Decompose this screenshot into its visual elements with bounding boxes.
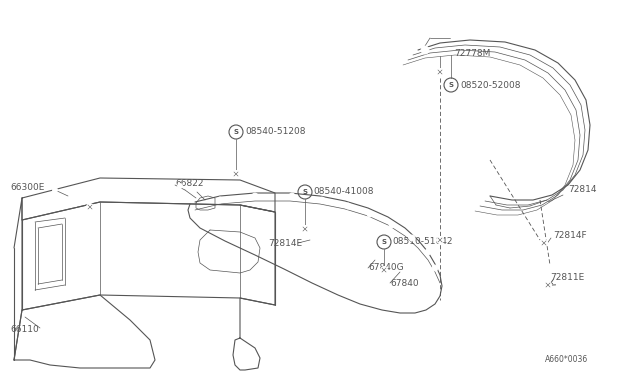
Text: 67840: 67840 <box>390 279 419 288</box>
Circle shape <box>217 197 223 203</box>
Circle shape <box>301 225 308 232</box>
Circle shape <box>232 170 239 177</box>
Text: 72814F: 72814F <box>553 231 587 240</box>
Text: 72814: 72814 <box>568 186 596 195</box>
Circle shape <box>345 203 351 209</box>
Text: A660*0036: A660*0036 <box>545 356 588 365</box>
Circle shape <box>72 202 77 206</box>
Text: S: S <box>449 82 454 88</box>
Circle shape <box>545 282 552 289</box>
Text: S: S <box>234 129 239 135</box>
Circle shape <box>381 266 387 273</box>
Circle shape <box>177 183 182 189</box>
Circle shape <box>52 187 58 192</box>
Circle shape <box>367 211 373 217</box>
Text: 08540-51208: 08540-51208 <box>245 128 305 137</box>
Circle shape <box>432 265 438 271</box>
Text: 72811E: 72811E <box>550 273 584 282</box>
Circle shape <box>389 222 395 228</box>
Text: 66822: 66822 <box>175 180 204 189</box>
Circle shape <box>541 240 547 247</box>
Text: 08520-52008: 08520-52008 <box>460 80 520 90</box>
Circle shape <box>409 235 415 241</box>
Text: 08510-51042: 08510-51042 <box>392 237 452 247</box>
Text: 66110: 66110 <box>10 326 39 334</box>
Circle shape <box>86 203 93 211</box>
Text: 72778M: 72778M <box>454 48 490 58</box>
Text: 66300E: 66300E <box>10 183 44 192</box>
Text: S: S <box>381 239 387 245</box>
Text: 72814E: 72814E <box>268 238 302 247</box>
Text: 08540-41008: 08540-41008 <box>313 187 374 196</box>
Circle shape <box>436 68 444 76</box>
Circle shape <box>252 193 258 199</box>
Text: S: S <box>303 189 307 195</box>
Circle shape <box>319 197 325 203</box>
Circle shape <box>425 249 431 255</box>
Circle shape <box>421 46 429 54</box>
Circle shape <box>218 187 223 192</box>
Circle shape <box>289 193 295 199</box>
Text: 67840G: 67840G <box>368 263 404 273</box>
Circle shape <box>436 237 444 244</box>
